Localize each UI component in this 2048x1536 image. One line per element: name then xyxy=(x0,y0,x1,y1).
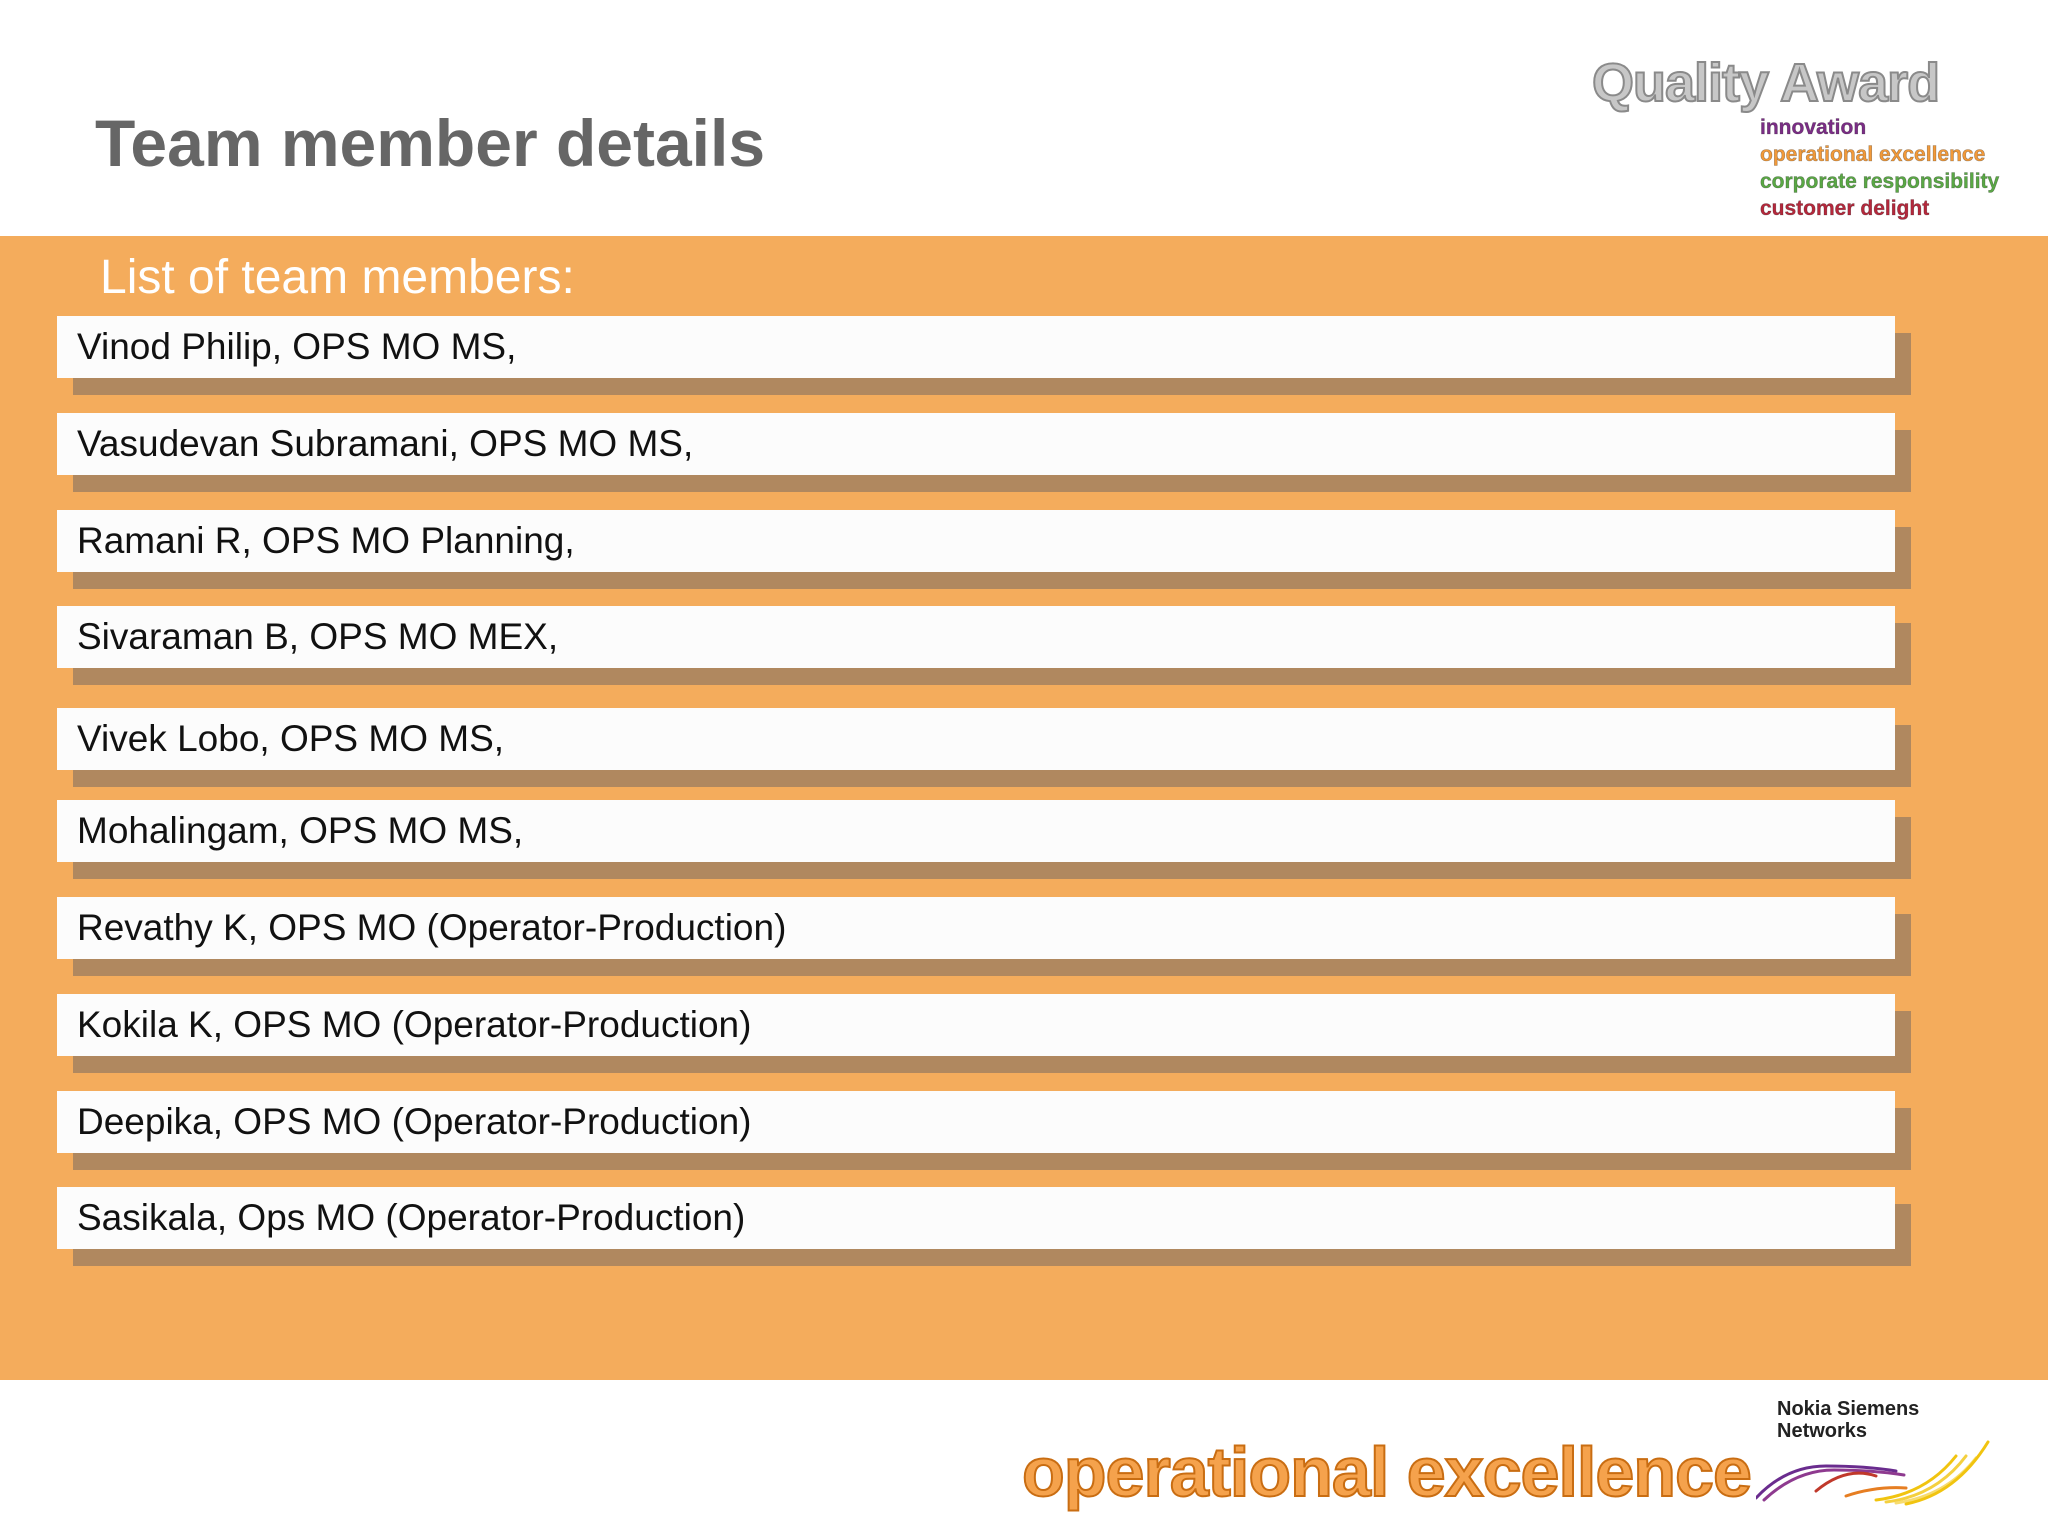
team-member-row: Vinod Philip, OPS MO MS, xyxy=(57,316,1911,395)
member-name: Revathy K, OPS MO (Operator-Production) xyxy=(77,907,787,948)
member-box: Mohalingam, OPS MO MS, xyxy=(57,800,1895,862)
member-box: Kokila K, OPS MO (Operator-Production) xyxy=(57,994,1895,1056)
member-box: Sasikala, Ops MO (Operator-Production) xyxy=(57,1187,1895,1249)
nokia-siemens-networks-logo: Nokia Siemens Networks xyxy=(1756,1396,1996,1506)
member-name: Ramani R, OPS MO Planning, xyxy=(77,520,575,561)
member-name: Kokila K, OPS MO (Operator-Production) xyxy=(77,1004,752,1045)
company-name-line1: Nokia Siemens xyxy=(1777,1398,1920,1420)
team-member-row: Revathy K, OPS MO (Operator-Production) xyxy=(57,897,1911,976)
member-box: Vivek Lobo, OPS MO MS, xyxy=(57,708,1895,770)
team-member-row: Deepika, OPS MO (Operator-Production) xyxy=(57,1091,1911,1170)
team-list-heading: List of team members: xyxy=(100,251,575,304)
member-box: Vasudevan Subramani, OPS MO MS, xyxy=(57,413,1895,475)
award-line-corporate-responsibility: corporate responsibility xyxy=(1760,170,2000,194)
team-member-row: Vasudevan Subramani, OPS MO MS, xyxy=(57,413,1911,492)
quality-award-logo: Quality Award innovation operational exc… xyxy=(1588,52,2008,230)
award-line-innovation: innovation xyxy=(1760,116,1867,140)
member-box: Vinod Philip, OPS MO MS, xyxy=(57,316,1895,378)
member-name: Sasikala, Ops MO (Operator-Production) xyxy=(77,1197,746,1238)
member-name: Mohalingam, OPS MO MS, xyxy=(77,810,524,851)
operational-excellence-wordmark: operational excellence xyxy=(1021,1432,1753,1512)
member-name: Deepika, OPS MO (Operator-Production) xyxy=(77,1101,752,1142)
nsn-swoosh-icon xyxy=(1756,1440,1990,1506)
member-name: Vivek Lobo, OPS MO MS, xyxy=(77,718,505,759)
member-box: Revathy K, OPS MO (Operator-Production) xyxy=(57,897,1895,959)
company-name-line2: Networks xyxy=(1777,1420,1868,1442)
team-member-row: Vivek Lobo, OPS MO MS, xyxy=(57,708,1911,787)
team-member-row: Ramani R, OPS MO Planning, xyxy=(57,510,1911,589)
company-name: Nokia Siemens Networks xyxy=(1777,1398,1919,1442)
member-box: Deepika, OPS MO (Operator-Production) xyxy=(57,1091,1895,1153)
member-name: Sivaraman B, OPS MO MEX, xyxy=(77,616,559,657)
member-name: Vasudevan Subramani, OPS MO MS, xyxy=(77,423,694,464)
award-line-operational-excellence: operational excellence xyxy=(1760,143,1986,167)
team-member-row: Mohalingam, OPS MO MS, xyxy=(57,800,1911,879)
team-member-row: Kokila K, OPS MO (Operator-Production) xyxy=(57,994,1911,1073)
slide-title: Team member details xyxy=(95,106,766,180)
member-name: Vinod Philip, OPS MO MS, xyxy=(77,326,517,367)
member-box: Sivaraman B, OPS MO MEX, xyxy=(57,606,1895,668)
team-member-row: Sasikala, Ops MO (Operator-Production) xyxy=(57,1187,1911,1266)
award-line-customer-delight: customer delight xyxy=(1760,197,1930,221)
member-box: Ramani R, OPS MO Planning, xyxy=(57,510,1895,572)
quality-award-title: Quality Award xyxy=(1591,52,1941,114)
team-member-row: Sivaraman B, OPS MO MEX, xyxy=(57,606,1911,685)
